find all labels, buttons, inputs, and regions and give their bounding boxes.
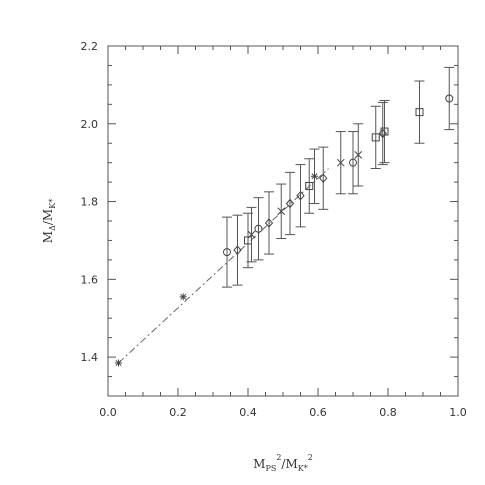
square-marker — [305, 182, 314, 190]
marker-square — [371, 133, 380, 142]
series-diamond — [232, 101, 388, 286]
y-tick-label: 2.0 — [81, 118, 99, 131]
plot-area — [107, 45, 459, 397]
x-tick-label: 0.0 — [99, 406, 117, 419]
cross-marker-stroke — [277, 207, 286, 216]
y-tick-label: 2.2 — [81, 40, 99, 53]
data-point — [318, 146, 329, 210]
data-point — [115, 359, 122, 367]
diamond-marker — [285, 198, 295, 209]
fit-line-group — [118, 168, 329, 364]
data-point — [348, 131, 358, 195]
fit-line — [118, 168, 329, 364]
circle-marker — [223, 248, 231, 257]
marker-circle — [445, 94, 454, 103]
diamond-marker — [296, 190, 305, 201]
y-tick-label: 1.8 — [81, 196, 99, 209]
series-square — [243, 80, 425, 269]
x-tick-label: 1.0 — [449, 406, 467, 419]
marker-diamond — [378, 128, 387, 139]
x-title-mid: /M — [281, 457, 297, 471]
series-circle — [222, 66, 455, 288]
cross-marker-stroke — [247, 230, 256, 239]
marker-diamond — [319, 173, 328, 183]
asterisk-marker-stroke — [115, 359, 122, 366]
data-point — [414, 80, 425, 144]
data-point — [264, 191, 274, 255]
marker-asterisk — [179, 293, 187, 301]
data-point — [243, 212, 253, 269]
y-title-sub2: K* — [48, 199, 57, 209]
data-point — [370, 105, 381, 169]
marker-square — [305, 182, 314, 190]
series-cross — [246, 123, 364, 263]
data-point — [232, 214, 243, 286]
x-title-sub2: K* — [298, 464, 308, 473]
data-point — [222, 216, 232, 288]
marker-diamond — [296, 190, 305, 201]
data-point — [253, 197, 264, 261]
diamond-marker — [233, 245, 242, 255]
y-axis-title: MΔ/MK* — [41, 199, 57, 243]
marker-circle — [254, 224, 263, 233]
data-point — [309, 148, 320, 204]
data-point — [276, 183, 287, 239]
x-tick-label: 0.8 — [379, 406, 397, 419]
x-tick-label: 0.6 — [309, 406, 327, 419]
data-point — [335, 131, 346, 195]
x-axis-title: MPS2/MK*2 — [253, 453, 313, 473]
marker-cross — [247, 230, 256, 239]
data-point — [353, 123, 364, 187]
cross-marker-stroke — [354, 151, 363, 159]
x-title-sub1: PS — [265, 464, 276, 473]
plot-frame — [107, 45, 459, 397]
data-point — [377, 101, 388, 166]
square-marker — [415, 108, 424, 117]
ticks: 0.0 0.2 0.4 0.6 0.8 1.0 1.4 1.6 1.8 2.0 2.2 — [81, 40, 467, 419]
data-point — [285, 171, 295, 236]
y-tick-label: 1.4 — [81, 351, 99, 364]
diamond-marker — [264, 218, 274, 228]
diamond-marker — [378, 128, 387, 139]
marker-cross — [354, 151, 363, 159]
data-point — [295, 164, 306, 228]
y-title-main: M — [41, 231, 55, 243]
square-marker — [371, 133, 380, 142]
cross-marker-stroke — [336, 158, 345, 167]
asterisk-marker-stroke — [180, 293, 187, 300]
data-point — [304, 158, 315, 214]
marker-diamond — [264, 218, 274, 228]
circle-marker — [349, 158, 357, 167]
x-title-main: M — [253, 457, 265, 471]
marker-circle — [223, 248, 231, 257]
marker-diamond — [285, 198, 295, 209]
y-title-mid: /M — [41, 209, 55, 225]
diamond-marker — [319, 173, 328, 183]
marker-circle — [349, 158, 357, 167]
data-point — [444, 66, 455, 131]
data-point — [246, 206, 257, 263]
marker-diamond — [233, 245, 242, 255]
marker-cross — [336, 158, 345, 167]
series-asterisk — [115, 148, 320, 367]
data-point — [179, 293, 187, 301]
circle-marker — [254, 224, 263, 233]
data-points — [115, 66, 455, 367]
x-title-sup1: 2 — [276, 453, 281, 462]
y-tick-label: 1.6 — [81, 273, 99, 286]
x-tick-label: 0.4 — [239, 406, 257, 419]
y-title-sub1: Δ — [48, 225, 57, 231]
circle-marker — [445, 94, 454, 103]
marker-asterisk — [115, 359, 122, 367]
marker-asterisk — [311, 172, 318, 180]
marker-square — [415, 108, 424, 117]
asterisk-marker-stroke — [311, 173, 318, 180]
x-tick-label: 0.2 — [169, 406, 187, 419]
marker-cross — [277, 207, 286, 216]
x-title-sup2: 2 — [308, 453, 313, 462]
